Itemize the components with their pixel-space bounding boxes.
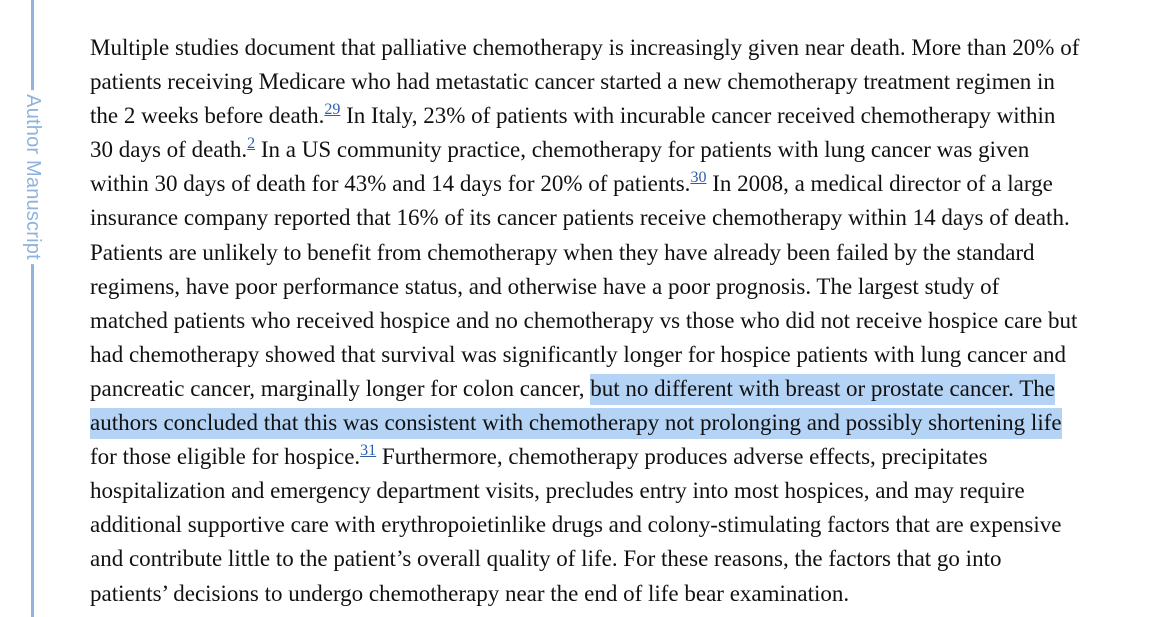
text-line: insurance company reported that 16% of i…	[90, 205, 1070, 231]
article-paragraph[interactable]: Multiple studies document that palliativ…	[90, 31, 1152, 611]
text-line: hospitalization and emergency department…	[90, 478, 1025, 504]
text-line: pancreatic cancer, marginally longer for…	[90, 372, 1152, 406]
text-line: Patients are unlikely to benefit from ch…	[90, 239, 1035, 265]
text-line: regimens, have poor performance status, …	[90, 273, 1000, 299]
text-line: the 2 weeks before death.29 In Italy, 23…	[90, 101, 1056, 129]
text-line: Multiple studies document that palliativ…	[90, 35, 1080, 60]
reference-link-2[interactable]: 2	[247, 135, 256, 153]
reference-link-30[interactable]: 30	[690, 169, 707, 187]
text-line: patients’ decisions to undergo chemother…	[90, 580, 850, 606]
text-line: authors concluded that this was consiste…	[90, 406, 1152, 440]
text-line: for those eligible for hospice.31 Furthe…	[90, 442, 988, 470]
text-line: within 30 days of death for 43% and 14 d…	[90, 169, 1053, 197]
author-manuscript-label: Author Manuscript	[22, 90, 44, 264]
text-line: and contribute little to the patient’s o…	[90, 546, 1002, 572]
text-line: additional supportive care with erythrop…	[90, 512, 1062, 538]
text-line: matched patients who received hospice an…	[90, 307, 1078, 333]
selected-text[interactable]: but no different with breast or prostate…	[590, 373, 1056, 405]
text-line: had chemotherapy showed that survival wa…	[90, 341, 1066, 367]
text-line: patients receiving Medicare who had meta…	[90, 69, 1055, 95]
margin-bar-bottom	[31, 262, 34, 617]
reference-link-29[interactable]: 29	[324, 101, 341, 119]
text-line: 30 days of death.2 In a US community pra…	[90, 135, 1030, 163]
margin-bar-top	[31, 0, 34, 92]
reference-link-31[interactable]: 31	[360, 442, 377, 460]
selected-text[interactable]: authors concluded that this was consiste…	[90, 408, 1062, 440]
